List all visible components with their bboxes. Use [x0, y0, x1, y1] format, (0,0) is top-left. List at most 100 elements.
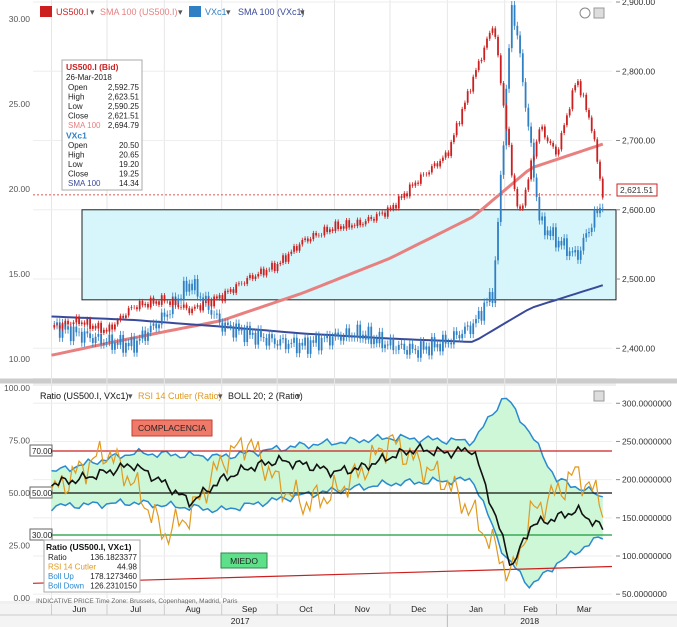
tooltip-key: Open	[68, 141, 88, 150]
tooltip-value: 2,621.51	[108, 112, 140, 121]
tooltip-date: 26-Mar-2018	[66, 73, 112, 82]
close-panel-icon[interactable]	[593, 390, 605, 402]
tooltip-key: Close	[68, 112, 89, 121]
bollinger-lower-line[interactable]	[50, 476, 604, 590]
tooltip-value: 20.65	[119, 151, 140, 160]
month-label: Aug	[185, 604, 200, 614]
right-axis-area	[616, 0, 677, 601]
right-axis-tick: 200.0000000	[622, 475, 672, 485]
sma-us500-line[interactable]	[51, 142, 604, 357]
top-legend: US500.I ▾ SMA 100 (US500.I) ▾ VXc1 ▾ SMA…	[40, 6, 305, 17]
tooltip-value: 2,623.51	[108, 93, 140, 102]
left-axis-tick: 10.00	[9, 354, 31, 364]
price-tag	[616, 183, 658, 197]
level-tag	[29, 528, 53, 541]
left-axis-tick: 75.00	[9, 436, 31, 446]
close-panel-icon[interactable]	[593, 7, 605, 19]
tooltip-key: SMA 100	[68, 121, 101, 130]
tooltip-value: 136.1823377	[90, 553, 137, 562]
tooltip-key: Open	[68, 83, 88, 92]
tooltip-value: 2,694.79	[108, 121, 140, 130]
legend-rsi[interactable]: RSI 14 Cutler (Ratio)	[138, 391, 222, 401]
rsi-line[interactable]	[50, 433, 604, 582]
tooltip-key: Low	[68, 102, 83, 111]
price-tag-value: 2,621.51	[620, 185, 653, 195]
month-label: Feb	[523, 604, 538, 614]
tooltip-key: Low	[68, 160, 83, 169]
legend-vxc1[interactable]: VXc1	[205, 7, 227, 17]
month-label: Jul	[130, 604, 141, 614]
tooltip-box	[43, 539, 141, 593]
right-axis-tick: 150.0000000	[622, 513, 672, 523]
tooltip-key: RSI 14 Cutler	[48, 563, 96, 572]
tooltip-box	[61, 59, 143, 191]
tooltip-key: High	[68, 151, 84, 160]
indicative-price-note: INDICATIVE PRICE Time Zone: Brussels, Co…	[36, 598, 238, 605]
legend-dropdown-icon[interactable]: ▾	[218, 391, 223, 401]
level-tag-value: 30.00	[32, 531, 53, 540]
left-axis-area	[0, 0, 33, 601]
tooltip-value: 178.1273460	[90, 572, 137, 581]
bottom-tooltip: Ratio (US500.I, VXc1)Ratio 136.1823377RSI…	[43, 539, 141, 593]
right-axis-tick: 300.0000000	[622, 398, 672, 408]
tooltip-value: 126.2310150	[90, 582, 137, 591]
right-axis-tick: 100.0000000	[622, 551, 672, 561]
left-axis-tick: 0.00	[13, 593, 30, 603]
left-axis-tick: 30.00	[9, 14, 31, 24]
level-tag-value: 50.00	[32, 489, 53, 498]
right-axis-tick: 250.0000000	[622, 436, 672, 446]
candle-series-icon	[40, 6, 52, 17]
month-label: Dec	[411, 604, 427, 614]
miedo-box	[220, 552, 268, 569]
level-tag	[29, 486, 53, 499]
complacencia-label: COMPLACENCIA	[138, 423, 206, 433]
legend-sma-us500[interactable]: SMA 100 (US500.I)	[100, 7, 178, 17]
legend-us500[interactable]: US500.I	[56, 7, 89, 17]
tooltip-title: Ratio (US500.I, VXc1)	[46, 542, 132, 552]
right-axis-tick: 50.0000000	[622, 589, 667, 599]
bottom-legend: Ratio (US500.I, VXc1) ▾ RSI 14 Cutler (R…	[40, 391, 303, 401]
tooltip-value: 20.50	[119, 141, 140, 150]
tooltip-value: 44.98	[117, 563, 138, 572]
left-axis-tick: 15.00	[9, 269, 31, 279]
right-axis-tick: 2,700.00	[622, 136, 655, 146]
miedo-label: MIEDO	[230, 556, 258, 566]
tooltip-key: Ratio	[48, 553, 67, 562]
tooltip-key: Boll Up	[48, 572, 74, 581]
right-axis-tick: 2,600.00	[622, 205, 655, 215]
month-label: Jan	[469, 604, 483, 614]
complacencia-box	[131, 419, 213, 437]
legend-boll[interactable]: BOLL 20; 2 (Ratio)	[228, 391, 303, 401]
legend-sma-vxc1[interactable]: SMA 100 (VXc1)	[238, 7, 305, 17]
ratio-line[interactable]	[51, 442, 604, 567]
tooltip-value: 14.34	[119, 179, 140, 188]
legend-dropdown-icon[interactable]: ▾	[226, 7, 231, 17]
bollinger-upper-line[interactable]	[51, 397, 603, 498]
tooltip-key: Boll Down	[48, 582, 84, 591]
right-axis-tick: 2,900.00	[622, 0, 655, 7]
legend-ratio[interactable]: Ratio (US500.I, VXc1)	[40, 391, 129, 401]
tooltip-title: US500.I (Bid)	[66, 62, 119, 72]
left-axis-tick: 100.00	[4, 383, 30, 393]
month-label: Nov	[355, 604, 371, 614]
month-label: Sep	[242, 604, 257, 614]
year-label: 2017	[231, 616, 250, 626]
tooltip-value: 2,592.75	[108, 83, 140, 92]
tooltip-value: 2,590.25	[108, 102, 140, 111]
legend-dropdown-icon[interactable]: ▾	[128, 391, 133, 401]
legend-dropdown-icon[interactable]: ▾	[296, 391, 301, 401]
settings-icon[interactable]	[579, 7, 591, 19]
left-axis-tick: 20.00	[9, 184, 31, 194]
month-label: Oct	[299, 604, 313, 614]
tooltip-key: High	[68, 93, 84, 102]
legend-dropdown-icon[interactable]: ▾	[90, 7, 95, 17]
month-label: Jun	[72, 604, 86, 614]
tooltip-key: SMA 100	[68, 179, 101, 188]
legend-dropdown-icon[interactable]: ▾	[300, 7, 305, 17]
candle-series-icon	[189, 6, 201, 17]
left-axis-tick: 25.00	[9, 99, 31, 109]
right-axis-tick: 2,500.00	[622, 274, 655, 284]
legend-dropdown-icon[interactable]: ▾	[178, 7, 183, 17]
